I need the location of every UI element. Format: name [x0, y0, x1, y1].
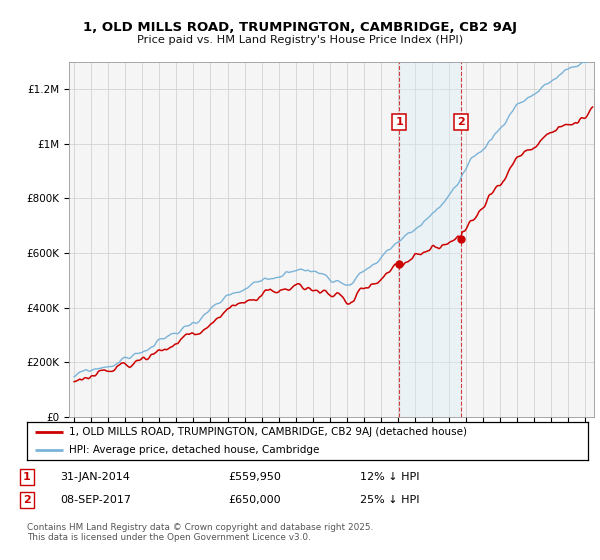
- Text: 1, OLD MILLS ROAD, TRUMPINGTON, CAMBRIDGE, CB2 9AJ: 1, OLD MILLS ROAD, TRUMPINGTON, CAMBRIDG…: [83, 21, 517, 34]
- Text: Contains HM Land Registry data © Crown copyright and database right 2025.
This d: Contains HM Land Registry data © Crown c…: [27, 523, 373, 543]
- Text: 08-SEP-2017: 08-SEP-2017: [60, 495, 131, 505]
- Text: 25% ↓ HPI: 25% ↓ HPI: [360, 495, 419, 505]
- Bar: [400, 62, 461, 417]
- Text: 2: 2: [457, 117, 465, 127]
- Text: 1: 1: [23, 472, 31, 482]
- Text: 12% ↓ HPI: 12% ↓ HPI: [360, 472, 419, 482]
- Text: Price paid vs. HM Land Registry's House Price Index (HPI): Price paid vs. HM Land Registry's House …: [137, 35, 463, 45]
- Text: 1: 1: [395, 117, 403, 127]
- Text: 1, OLD MILLS ROAD, TRUMPINGTON, CAMBRIDGE, CB2 9AJ (detached house): 1, OLD MILLS ROAD, TRUMPINGTON, CAMBRIDG…: [69, 427, 467, 437]
- Text: 2: 2: [23, 495, 31, 505]
- Text: £559,950: £559,950: [228, 472, 281, 482]
- Text: 31-JAN-2014: 31-JAN-2014: [60, 472, 130, 482]
- Text: £650,000: £650,000: [228, 495, 281, 505]
- Text: HPI: Average price, detached house, Cambridge: HPI: Average price, detached house, Camb…: [69, 445, 319, 455]
